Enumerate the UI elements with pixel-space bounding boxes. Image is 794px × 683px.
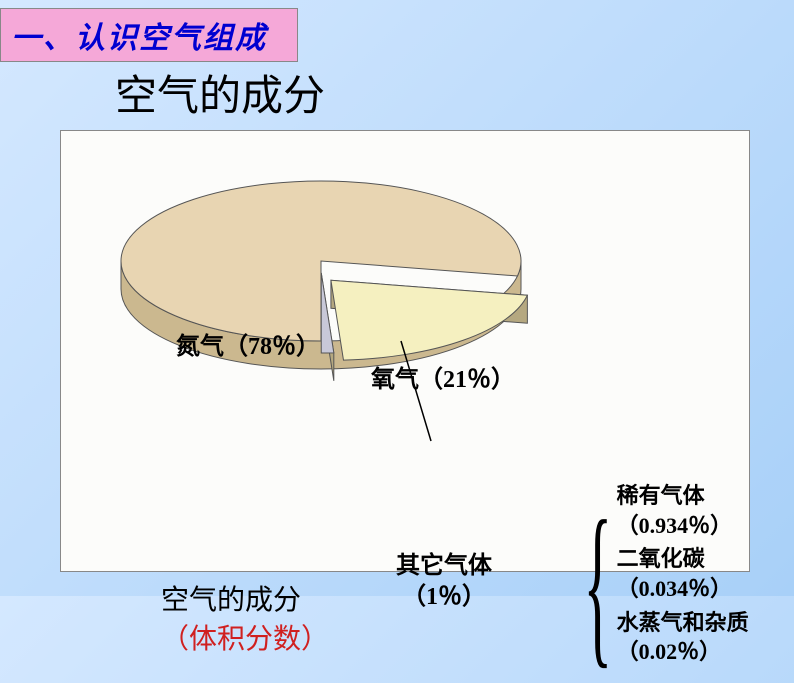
detail-co2: 二氧化碳 （0.034％） xyxy=(617,544,749,603)
label-nitrogen: 氮气（78％） xyxy=(176,326,320,361)
label-other-line2: （1％） xyxy=(402,584,486,610)
caption-line2: （体积分数） xyxy=(161,624,329,655)
caption-line1: 空气的成分 xyxy=(161,585,301,616)
section-banner: 一、认识空气组成 xyxy=(0,8,298,62)
label-oxygen: 氧气（21％） xyxy=(371,359,515,394)
banner-text: 一、认识空气组成 xyxy=(11,22,267,55)
detail-group: { 稀有气体 （0.934％） 二氧化碳 （0.034％） 水蒸气和杂质 （0.… xyxy=(569,481,749,671)
chart-container: 氮气（78％） 氧气（21％） 其它气体 （1％） 空气的成分 （体积分数） {… xyxy=(60,130,750,572)
label-other-line1: 其它气体 xyxy=(396,553,492,579)
pie-chart xyxy=(101,141,601,471)
brace-icon: { xyxy=(583,494,612,674)
detail-vapor: 水蒸气和杂质 （0.02％） xyxy=(617,608,749,667)
page-title: 空气的成分 xyxy=(115,62,325,123)
detail-list: 稀有气体 （0.934％） 二氧化碳 （0.034％） 水蒸气和杂质 （0.02… xyxy=(617,481,749,671)
bottom-caption: 空气的成分 （体积分数） xyxy=(161,581,329,659)
detail-noble: 稀有气体 （0.934％） xyxy=(617,481,749,540)
label-other-gas: 其它气体 （1％） xyxy=(396,551,492,613)
